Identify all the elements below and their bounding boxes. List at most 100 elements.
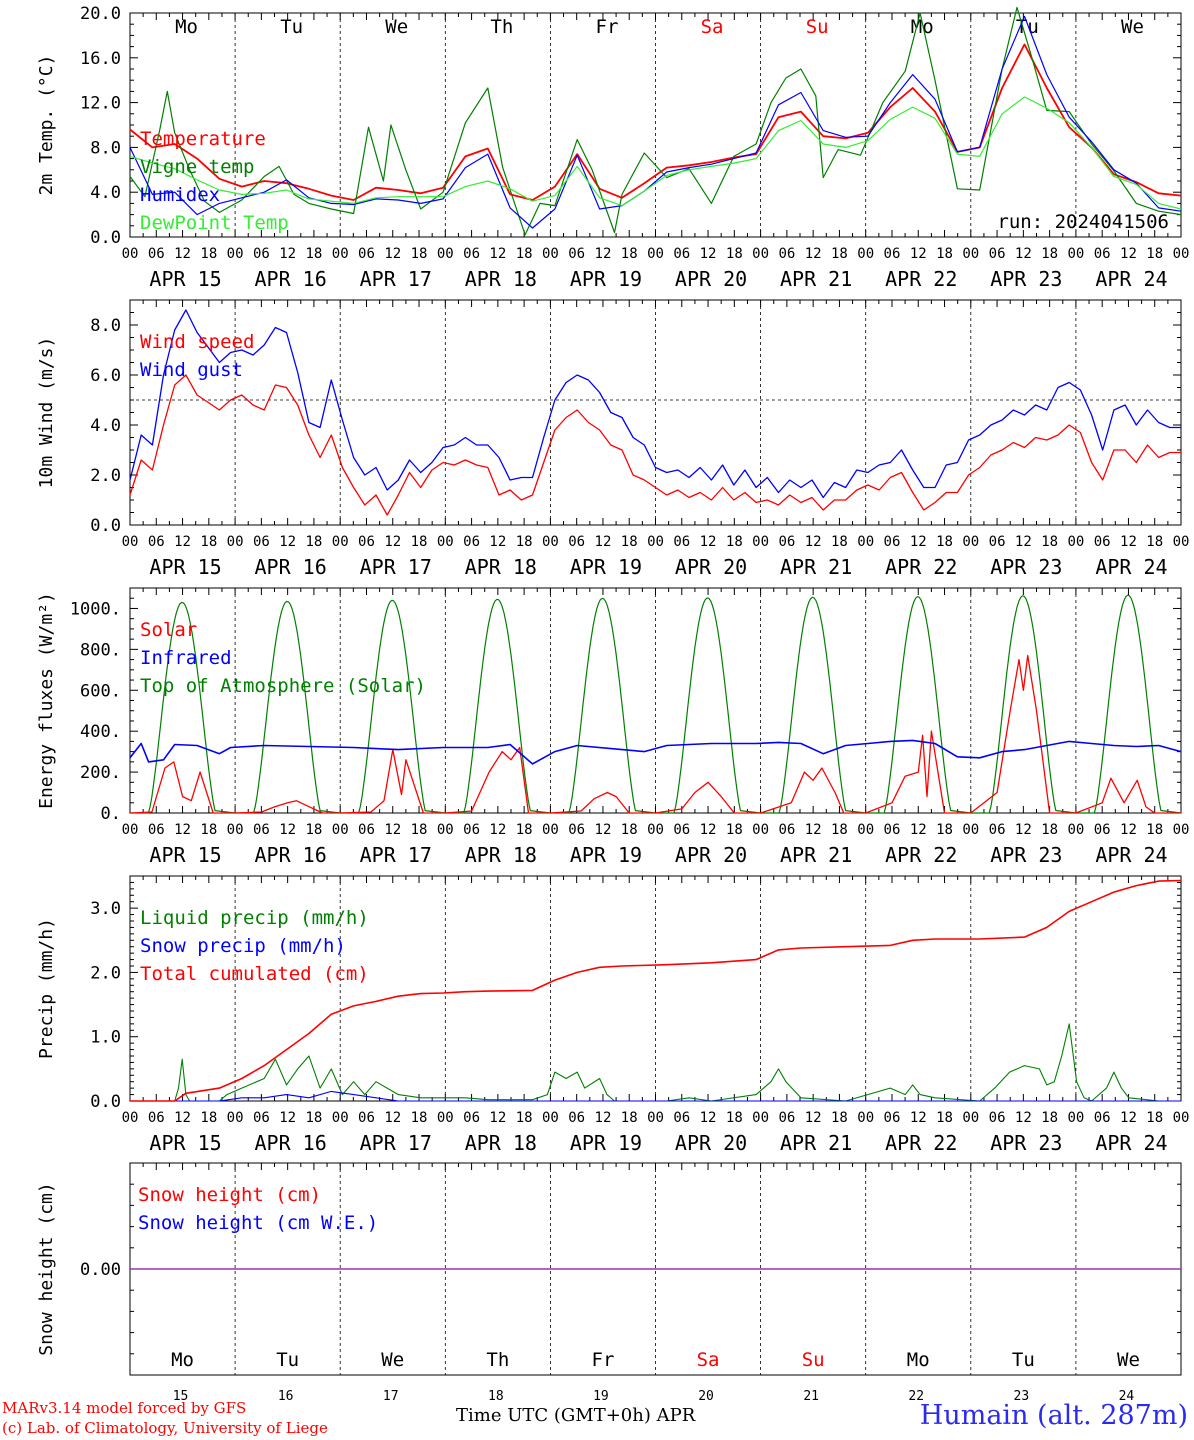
- wind-series-line: [129, 374, 1181, 516]
- temperature-hour-label: 00: [647, 246, 664, 262]
- wind-y-tick-label: 0.0: [90, 516, 121, 536]
- day-number-label: 24: [1119, 1389, 1135, 1404]
- temperature-hour-label: 06: [884, 246, 901, 262]
- wind-hour-label: 06: [358, 534, 375, 550]
- wind-hour-label: 12: [174, 534, 191, 550]
- wind-date-label: APR 22: [885, 555, 957, 579]
- wind-hour-label: 06: [148, 534, 165, 550]
- precip-date-label: APR 23: [990, 1131, 1062, 1155]
- precip-legend-entry: Total cumulated (cm): [140, 963, 369, 985]
- energy-date-label: APR 23: [990, 843, 1062, 867]
- energy-hour-label: 00: [962, 822, 979, 838]
- temperature-hour-label: 00: [122, 246, 139, 262]
- temperature-hour-label: 00: [752, 246, 769, 262]
- energy-hour-label: 18: [411, 822, 428, 838]
- precip-hour-label: 00: [857, 1110, 874, 1126]
- energy-toa-line: [550, 597, 656, 814]
- temperature-hour-label: 06: [1094, 246, 1111, 262]
- precip-y-tick-label: 2.0: [90, 963, 121, 983]
- temperature-hour-label: 18: [305, 246, 322, 262]
- temperature-hour-label: 18: [726, 246, 743, 262]
- precip-hour-label: 00: [647, 1110, 664, 1126]
- precip-hour-label: 06: [568, 1110, 585, 1126]
- temperature-hour-label: 06: [148, 246, 165, 262]
- energy-y-tick-label: 1000.: [70, 599, 121, 619]
- temperature-hour-label: 06: [778, 246, 795, 262]
- model-credit: MARv3.14 model forced by GFS: [2, 1399, 247, 1417]
- energy-hour-label: 18: [726, 822, 743, 838]
- temperature-legend-entry: DewPoint Temp: [140, 212, 289, 234]
- temperature-legend-entry: Vigne temp: [140, 156, 254, 178]
- wind-hour-label: 18: [411, 534, 428, 550]
- precip-hour-label: 06: [989, 1110, 1006, 1126]
- energy-hour-label: 12: [1015, 822, 1032, 838]
- energy-hour-label: 12: [384, 822, 401, 838]
- precip-hour-label: 06: [778, 1110, 795, 1126]
- temperature-hour-label: 12: [700, 246, 717, 262]
- energy-hour-label: 12: [805, 822, 822, 838]
- energy-date-label: APR 17: [360, 843, 432, 867]
- snow-weekday-label: We: [1117, 1349, 1140, 1371]
- snow-y-tick-label: 0.00: [80, 1260, 121, 1280]
- energy-hour-label: 06: [989, 822, 1006, 838]
- wind-hour-label: 00: [1067, 534, 1084, 550]
- temperature-series-line: [129, 15, 1182, 229]
- energy-y-tick-label: 400.: [80, 722, 121, 742]
- wind-hour-label: 06: [673, 534, 690, 550]
- energy-date-label: APR 16: [255, 843, 327, 867]
- precip-date-label: APR 17: [360, 1131, 432, 1155]
- wind-date-label: APR 24: [1095, 555, 1167, 579]
- wind-y-tick-label: 2.0: [90, 466, 121, 486]
- energy-hour-label: 18: [1146, 822, 1163, 838]
- precip-hour-label: 06: [463, 1110, 480, 1126]
- station-name: Humain (alt. 287m): [919, 1400, 1188, 1431]
- precip-hour-label: 00: [437, 1110, 454, 1126]
- wind-legend-entry: Wind speed: [140, 331, 254, 353]
- temperature-y-tick-label: 0.0: [90, 228, 121, 248]
- energy-hour-label: 00: [437, 822, 454, 838]
- temperature-hour-label: 12: [384, 246, 401, 262]
- wind-hour-label: 00: [962, 534, 979, 550]
- day-number-label: 16: [278, 1389, 294, 1404]
- wind-hour-label: 12: [805, 534, 822, 550]
- precip-hour-label: 12: [489, 1110, 506, 1126]
- energy-hour-label: 18: [936, 822, 953, 838]
- precip-hour-label: 06: [358, 1110, 375, 1126]
- wind-hour-label: 00: [332, 534, 349, 550]
- precip-date-label: APR 18: [465, 1131, 537, 1155]
- precip-hour-label: 12: [279, 1110, 296, 1126]
- wind-date-label: APR 21: [780, 555, 852, 579]
- wind-hour-label: 18: [305, 534, 322, 550]
- wind-date-label: APR 17: [360, 555, 432, 579]
- energy-hour-label: 06: [778, 822, 795, 838]
- precip-hour-label: 18: [305, 1110, 322, 1126]
- temperature-hour-label: 06: [358, 246, 375, 262]
- temperature-hour-label: 06: [673, 246, 690, 262]
- day-number-label: 18: [488, 1389, 504, 1404]
- precip-hour-label: 00: [1173, 1110, 1190, 1126]
- temperature-hour-label: 06: [253, 246, 270, 262]
- precip-hour-label: 00: [752, 1110, 769, 1126]
- temperature-y-tick-label: 20.0: [80, 4, 121, 24]
- energy-date-label: APR 22: [885, 843, 957, 867]
- precip-hour-label: 00: [542, 1110, 559, 1126]
- temperature-date-label: APR 17: [360, 267, 432, 291]
- temperature-date-label: APR 23: [990, 267, 1062, 291]
- energy-hour-label: 00: [647, 822, 664, 838]
- precip-date-label: APR 16: [255, 1131, 327, 1155]
- temperature-hour-label: 18: [936, 246, 953, 262]
- energy-toa-line: [130, 601, 236, 814]
- snow-weekday-label: Tu: [276, 1349, 299, 1371]
- temperature-date-label: APR 18: [465, 267, 537, 291]
- precip-hour-label: 00: [227, 1110, 244, 1126]
- energy-legend-entry: Top of Atmosphere (Solar): [140, 675, 426, 697]
- precip-hour-label: 00: [122, 1110, 139, 1126]
- temperature-legend-entry: Temperature: [140, 128, 266, 150]
- precip-y-tick-label: 3.0: [90, 899, 121, 919]
- snow-weekday-label: Th: [486, 1349, 509, 1371]
- wind-hour-label: 12: [1015, 534, 1032, 550]
- energy-toa-line: [235, 600, 341, 814]
- energy-hour-label: 12: [1120, 822, 1137, 838]
- energy-y-tick-label: 200.: [80, 763, 121, 783]
